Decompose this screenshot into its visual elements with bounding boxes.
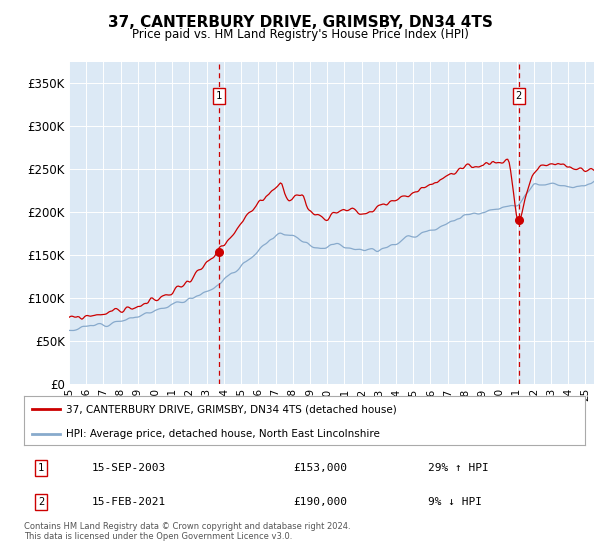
Text: 1: 1 <box>216 91 222 101</box>
Text: HPI: Average price, detached house, North East Lincolnshire: HPI: Average price, detached house, Nort… <box>66 430 380 440</box>
Text: Price paid vs. HM Land Registry's House Price Index (HPI): Price paid vs. HM Land Registry's House … <box>131 28 469 41</box>
Text: 2: 2 <box>38 497 44 507</box>
Text: Contains HM Land Registry data © Crown copyright and database right 2024.
This d: Contains HM Land Registry data © Crown c… <box>24 522 350 542</box>
Text: 2: 2 <box>515 91 522 101</box>
Text: 9% ↓ HPI: 9% ↓ HPI <box>428 497 482 507</box>
Text: 15-FEB-2021: 15-FEB-2021 <box>91 497 166 507</box>
Text: 1: 1 <box>38 463 44 473</box>
Text: 37, CANTERBURY DRIVE, GRIMSBY, DN34 4TS (detached house): 37, CANTERBURY DRIVE, GRIMSBY, DN34 4TS … <box>66 404 397 414</box>
Text: 37, CANTERBURY DRIVE, GRIMSBY, DN34 4TS: 37, CANTERBURY DRIVE, GRIMSBY, DN34 4TS <box>107 15 493 30</box>
Text: £153,000: £153,000 <box>293 463 347 473</box>
Text: 29% ↑ HPI: 29% ↑ HPI <box>428 463 488 473</box>
Text: 15-SEP-2003: 15-SEP-2003 <box>91 463 166 473</box>
Text: £190,000: £190,000 <box>293 497 347 507</box>
